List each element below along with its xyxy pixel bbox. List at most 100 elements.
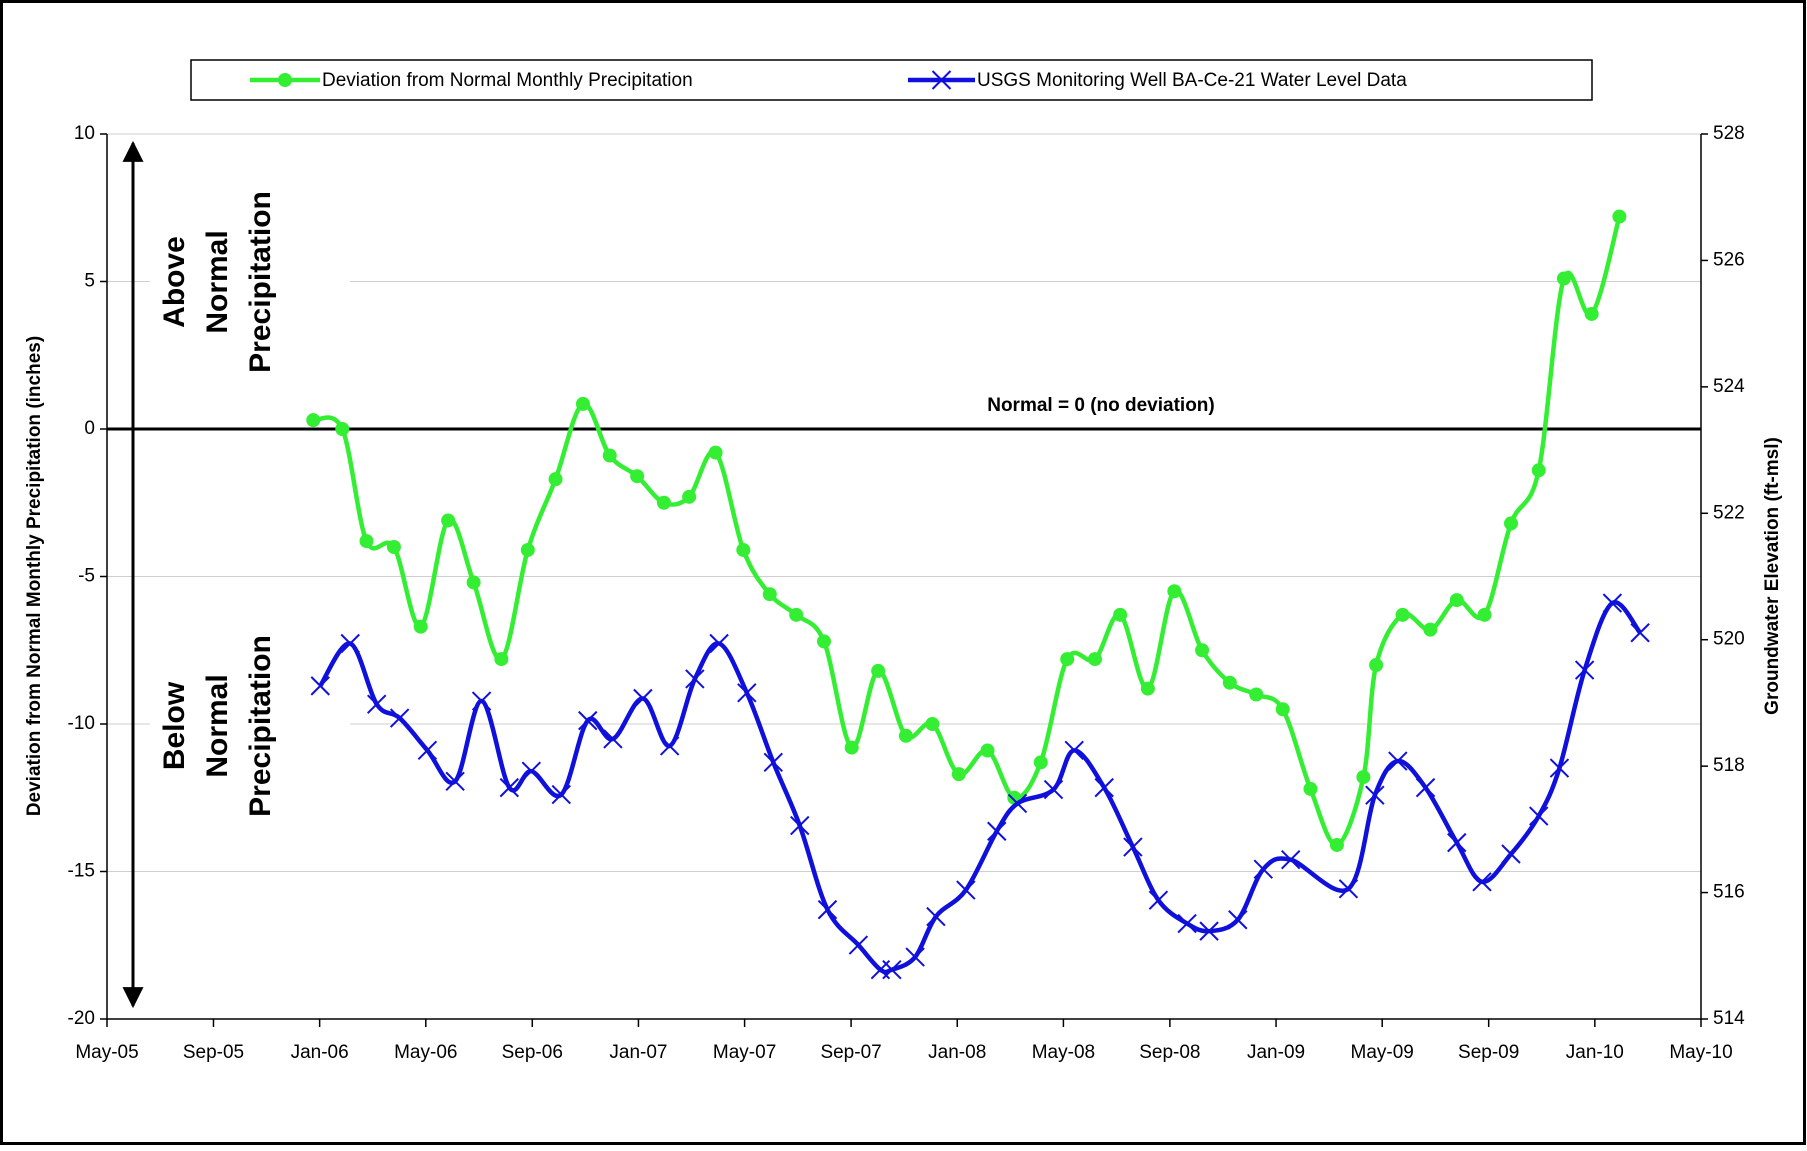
data-point bbox=[310, 676, 330, 696]
data-point bbox=[1388, 751, 1408, 771]
above-label: Normal bbox=[201, 230, 234, 333]
data-point bbox=[340, 633, 360, 654]
data-point bbox=[1395, 607, 1410, 622]
data-point bbox=[1329, 837, 1344, 852]
data-point bbox=[441, 513, 456, 528]
data-point bbox=[1280, 849, 1301, 870]
y2-axis-title: Groundwater Elevation (ft-msl) bbox=[1762, 437, 1783, 715]
data-point bbox=[359, 534, 374, 549]
data-point bbox=[905, 947, 925, 967]
data-point bbox=[633, 688, 653, 709]
data-point bbox=[882, 959, 902, 980]
data-point bbox=[417, 740, 438, 761]
data-point bbox=[956, 880, 976, 900]
data-point bbox=[466, 575, 481, 590]
x-tick-label: Jan-06 bbox=[291, 1042, 349, 1063]
data-point bbox=[1167, 584, 1182, 599]
data-point bbox=[659, 736, 680, 756]
data-point bbox=[1356, 770, 1371, 785]
data-point bbox=[1501, 844, 1521, 864]
x-tick-label: Sep-08 bbox=[1139, 1042, 1200, 1063]
data-point bbox=[1123, 837, 1143, 857]
legend-marker bbox=[931, 70, 952, 90]
data-point bbox=[1472, 872, 1492, 892]
y2-tick-label: 520 bbox=[1713, 629, 1745, 650]
x-tick-label: Jan-10 bbox=[1566, 1042, 1624, 1063]
data-point bbox=[471, 691, 492, 711]
data-point bbox=[1177, 913, 1197, 934]
y-tick-label: 5 bbox=[84, 271, 95, 292]
data-point bbox=[413, 619, 428, 634]
plot-area: 10 5 0 -5 -10 -15 -20 528 526 524 522 520 518 516 514 M… bbox=[68, 123, 1746, 1063]
data-point bbox=[1630, 623, 1650, 643]
x-tick-label: Sep-06 bbox=[502, 1042, 563, 1063]
legend-label: Deviation from Normal Monthly Precipitat… bbox=[322, 70, 693, 91]
data-point bbox=[816, 634, 831, 649]
y2-tick-label: 524 bbox=[1713, 376, 1745, 397]
y-tick-label: 0 bbox=[84, 418, 95, 439]
data-point bbox=[1612, 209, 1627, 224]
data-point bbox=[844, 740, 859, 755]
data-point bbox=[335, 422, 350, 436]
x-tick-label: May-10 bbox=[1669, 1042, 1732, 1063]
data-point bbox=[386, 540, 401, 554]
data-point bbox=[445, 771, 465, 792]
data-point bbox=[1449, 593, 1464, 608]
data-point bbox=[709, 633, 729, 654]
above-label: Above bbox=[158, 236, 191, 328]
data-point bbox=[1556, 271, 1571, 286]
legend-marker bbox=[278, 73, 292, 87]
data-point bbox=[1584, 306, 1599, 321]
data-point bbox=[762, 587, 777, 602]
y2-tick-label: 516 bbox=[1713, 882, 1745, 903]
data-point bbox=[1249, 687, 1264, 702]
y2-tick-label: 518 bbox=[1713, 755, 1745, 776]
data-point bbox=[1275, 702, 1290, 717]
data-point bbox=[987, 821, 1007, 841]
data-point bbox=[1148, 890, 1169, 910]
data-point bbox=[1140, 681, 1155, 696]
data-point bbox=[1064, 740, 1084, 761]
data-point bbox=[602, 448, 617, 463]
data-point bbox=[1253, 859, 1273, 879]
data-point bbox=[1531, 463, 1546, 478]
data-point bbox=[575, 396, 590, 411]
data-point bbox=[1338, 879, 1359, 899]
data-point bbox=[789, 607, 804, 622]
y2-tick-label: 526 bbox=[1713, 249, 1745, 270]
data-point bbox=[521, 761, 542, 781]
data-point bbox=[925, 717, 940, 731]
below-label: Normal bbox=[201, 674, 234, 777]
data-point bbox=[1415, 777, 1436, 798]
data-point bbox=[1477, 607, 1492, 622]
data-point bbox=[848, 935, 869, 955]
y-tick-label: 10 bbox=[74, 123, 95, 144]
data-point bbox=[520, 542, 535, 557]
x-tick-label: May-07 bbox=[713, 1042, 776, 1063]
data-point bbox=[1094, 777, 1114, 798]
legend-label: USGS Monitoring Well BA-Ce-21 Water Leve… bbox=[977, 70, 1407, 91]
x-tick-label: May-09 bbox=[1351, 1042, 1414, 1063]
data-point bbox=[656, 495, 671, 510]
y-tick-label: -15 bbox=[68, 861, 95, 882]
data-point bbox=[1423, 622, 1438, 637]
y2-tick-label: 514 bbox=[1713, 1008, 1745, 1029]
x-tick-label: Jan-09 bbox=[1247, 1042, 1305, 1063]
data-point bbox=[898, 728, 913, 743]
x-tick-label: Sep-09 bbox=[1458, 1042, 1519, 1063]
legend-box bbox=[190, 59, 1593, 101]
data-point bbox=[548, 472, 563, 487]
annotations: Above Normal Precipitation Below Normal … bbox=[107, 140, 1701, 1009]
label-backdrop bbox=[150, 150, 350, 420]
data-point bbox=[1228, 910, 1248, 930]
x-tick-label: Sep-07 bbox=[820, 1042, 881, 1063]
data-point bbox=[817, 899, 838, 920]
x-tick-label: Jan-07 bbox=[609, 1042, 667, 1063]
x-tick-label: May-05 bbox=[75, 1042, 138, 1063]
data-point bbox=[1574, 660, 1595, 680]
x-tick-label: May-06 bbox=[394, 1042, 457, 1063]
annotation: Normal = 0 (no deviation) bbox=[987, 395, 1215, 416]
data-point bbox=[1602, 593, 1623, 613]
x-tick-label: May-08 bbox=[1032, 1042, 1095, 1063]
